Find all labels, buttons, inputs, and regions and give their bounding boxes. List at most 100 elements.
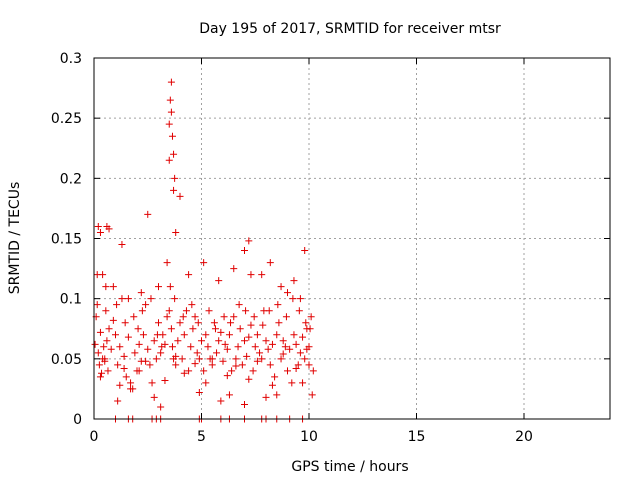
data-point — [155, 319, 162, 327]
data-point — [262, 337, 270, 345]
data-point — [144, 210, 152, 218]
y-tick-label: 0.25 — [51, 111, 82, 127]
data-point — [277, 355, 285, 363]
data-point — [135, 340, 143, 348]
data-point — [281, 343, 289, 351]
x-axis-label: GPS time / hours — [291, 459, 408, 475]
data-point — [253, 357, 261, 365]
data-point — [153, 331, 161, 339]
data-point — [195, 389, 203, 397]
data-point — [230, 313, 238, 321]
x-tick-label: 5 — [197, 429, 206, 445]
data-point — [150, 393, 158, 401]
data-point — [172, 361, 180, 369]
data-point — [157, 349, 165, 357]
data-point — [168, 343, 176, 351]
data-point — [168, 132, 176, 140]
data-point — [211, 325, 219, 333]
data-point — [135, 367, 143, 375]
data-point — [131, 349, 139, 357]
data-point — [247, 271, 255, 279]
data-point — [205, 307, 213, 315]
data-point — [215, 277, 223, 285]
y-tick-label: 0.3 — [60, 51, 82, 67]
data-point — [124, 295, 132, 303]
data-point — [134, 325, 142, 333]
data-point — [109, 283, 117, 291]
data-point — [130, 313, 138, 321]
data-point — [91, 340, 99, 348]
data-point — [225, 331, 233, 339]
data-point — [139, 331, 147, 339]
data-point — [148, 379, 156, 387]
data-point — [103, 337, 111, 345]
data-point — [127, 379, 135, 387]
data-point — [114, 397, 122, 405]
data-point — [234, 343, 242, 351]
data-point — [107, 345, 115, 353]
data-point — [223, 345, 231, 353]
data-point — [274, 301, 282, 309]
data-point — [95, 361, 103, 369]
data-point — [98, 369, 106, 377]
data-point — [142, 357, 150, 365]
data-point — [247, 321, 255, 329]
data-point — [210, 319, 218, 327]
data-point — [172, 352, 180, 360]
data-point — [275, 319, 283, 327]
data-point — [185, 271, 193, 279]
y-tick-label: 0 — [73, 412, 82, 428]
data-point — [266, 361, 274, 369]
data-point — [215, 337, 223, 345]
data-point — [120, 364, 128, 372]
data-point — [223, 372, 231, 380]
x-tick-label: 20 — [515, 429, 533, 445]
data-point — [104, 367, 112, 375]
data-point — [268, 340, 276, 348]
data-point — [266, 259, 274, 267]
data-point — [146, 361, 154, 369]
data-point — [182, 307, 190, 315]
data-point — [102, 283, 110, 291]
data-point — [100, 343, 108, 351]
data-point — [163, 259, 171, 267]
data-point — [116, 381, 124, 389]
data-point — [102, 307, 110, 315]
data-point — [188, 301, 196, 309]
data-point — [245, 237, 253, 245]
data-point — [219, 357, 227, 365]
data-point — [172, 228, 180, 236]
y-tick-label: 0.15 — [51, 232, 82, 248]
data-point — [241, 401, 248, 409]
data-point — [147, 295, 155, 303]
data-point — [288, 379, 296, 387]
data-point — [302, 319, 310, 327]
data-point — [187, 343, 195, 351]
data-point — [303, 345, 311, 353]
data-point — [284, 289, 291, 297]
data-point — [152, 355, 160, 363]
data-point — [284, 367, 291, 375]
data-point — [265, 307, 273, 315]
data-point — [171, 295, 179, 303]
data-point — [242, 307, 250, 315]
data-point — [127, 385, 135, 393]
data-point — [191, 313, 199, 321]
data-point — [116, 343, 124, 351]
data-point — [308, 391, 316, 399]
data-point — [259, 321, 267, 329]
data-point — [306, 325, 314, 333]
data-point — [279, 350, 287, 358]
data-point — [299, 333, 307, 341]
data-point — [122, 373, 130, 381]
data-point — [295, 307, 303, 315]
data-point — [245, 375, 253, 383]
x-tick-label: 10 — [300, 429, 318, 445]
data-point — [299, 379, 307, 387]
data-point — [114, 361, 122, 369]
data-point — [124, 333, 132, 341]
data-point — [305, 361, 313, 369]
data-point — [195, 355, 203, 363]
data-point — [279, 337, 287, 345]
